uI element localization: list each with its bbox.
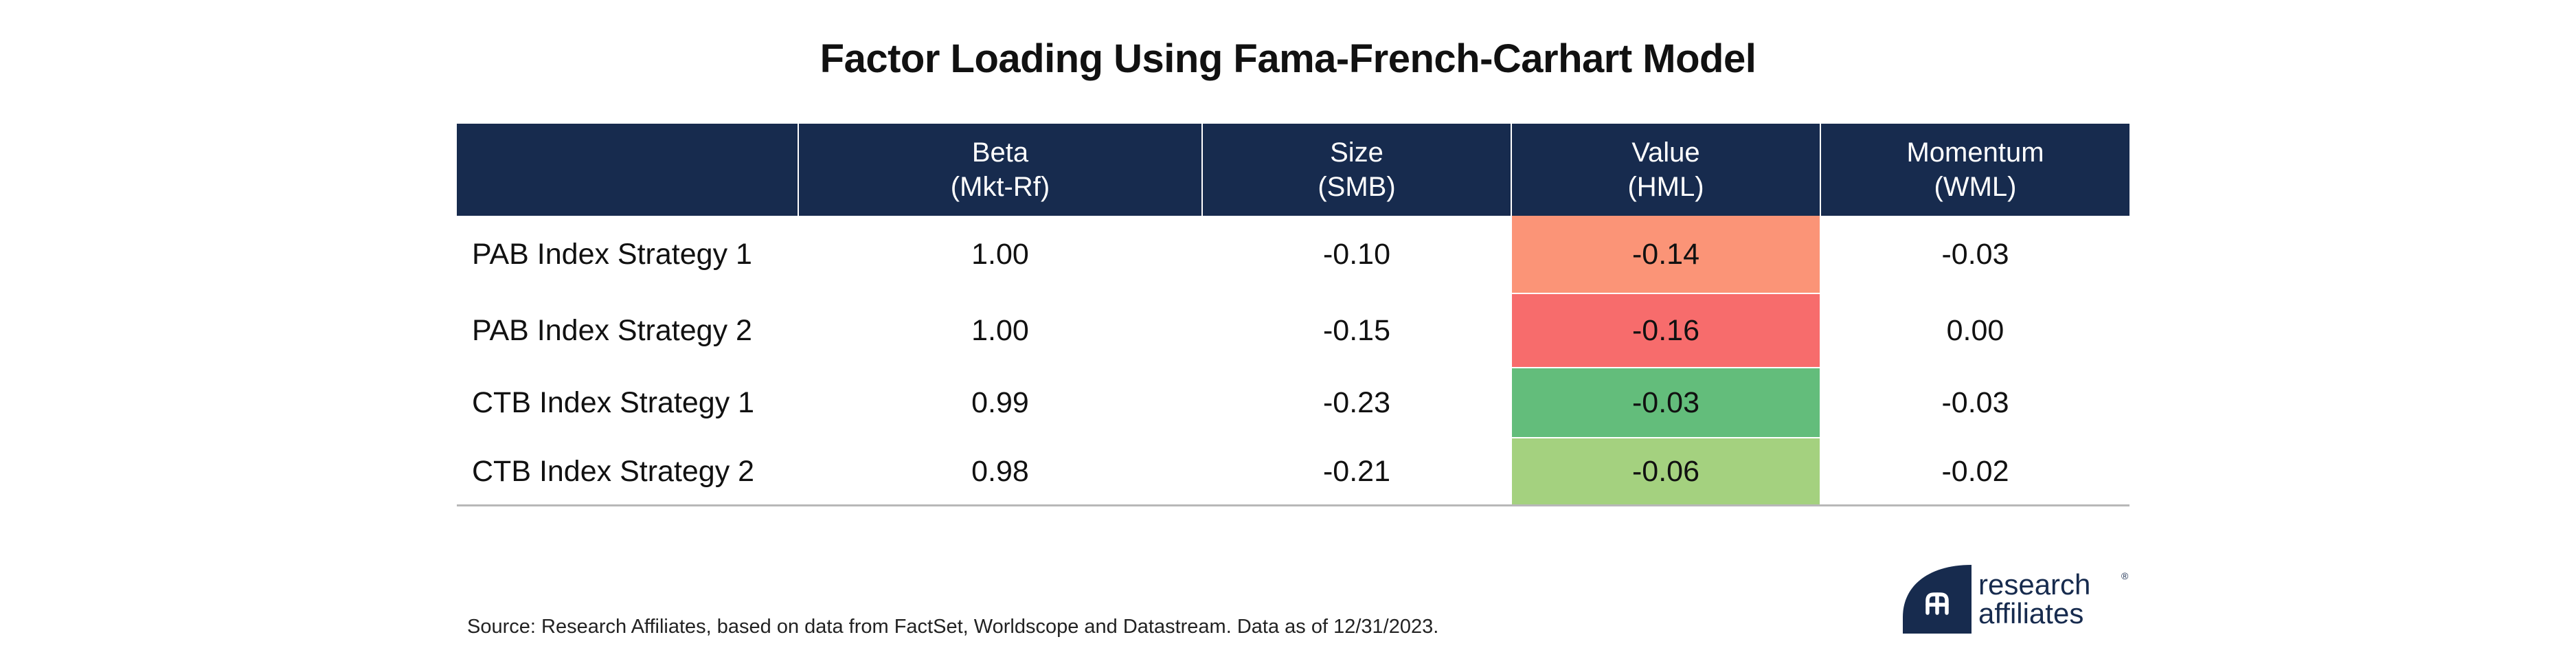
header-size: Size (SMB) — [1201, 124, 1511, 216]
header-momentum-line1: Momentum — [1906, 137, 2044, 168]
logo-registered-mark: ® — [2121, 570, 2129, 581]
header-momentum: Momentum (WML) — [1820, 124, 2129, 216]
cell-size: -0.10 — [1201, 216, 1511, 294]
research-affiliates-logo-icon — [1903, 565, 1971, 634]
cell-momentum: -0.03 — [1820, 368, 2129, 438]
cell-value: -0.03 — [1511, 368, 1820, 438]
cell-beta: 0.99 — [798, 368, 1202, 438]
cell-size: -0.21 — [1201, 438, 1511, 506]
header-momentum-line2: (WML) — [1934, 172, 2017, 202]
cell-size: -0.23 — [1201, 368, 1511, 438]
row-label: PAB Index Strategy 1 — [457, 216, 798, 294]
cell-beta: 1.00 — [798, 216, 1202, 294]
cell-value: -0.14 — [1511, 216, 1820, 294]
table-row: PAB Index Strategy 2 1.00 -0.15 -0.16 0.… — [457, 293, 2129, 368]
cell-momentum: -0.03 — [1820, 216, 2129, 294]
cell-beta: 0.98 — [798, 438, 1202, 506]
header-value-line1: Value — [1631, 137, 1700, 168]
header-value: Value (HML) — [1511, 124, 1820, 216]
row-label: CTB Index Strategy 2 — [457, 438, 798, 506]
table-row: CTB Index Strategy 2 0.98 -0.21 -0.06 -0… — [457, 438, 2129, 506]
source-note: Source: Research Affiliates, based on da… — [467, 616, 1439, 638]
logo-wordmark: research affiliates — [1978, 570, 2090, 628]
cell-momentum: 0.00 — [1820, 293, 2129, 368]
logo-line1: research — [1978, 568, 2091, 601]
row-label: CTB Index Strategy 1 — [457, 368, 798, 438]
cell-value: -0.06 — [1511, 438, 1820, 506]
table-row: CTB Index Strategy 1 0.99 -0.23 -0.03 -0… — [457, 368, 2129, 438]
header-size-line1: Size — [1330, 137, 1383, 168]
logo-line2: affiliates — [1978, 597, 2084, 629]
table-row: PAB Index Strategy 1 1.00 -0.10 -0.14 -0… — [457, 216, 2129, 294]
cell-size: -0.15 — [1201, 293, 1511, 368]
header-beta-line1: Beta — [971, 137, 1029, 168]
research-affiliates-logo: research affiliates ® — [1903, 565, 2129, 634]
row-label: PAB Index Strategy 2 — [457, 293, 798, 368]
header-corner-cell — [457, 124, 798, 216]
chart-title: Factor Loading Using Fama-French-Carhart… — [820, 36, 1756, 81]
header-beta: Beta (Mkt-Rf) — [798, 124, 1202, 216]
header-size-line2: (SMB) — [1318, 172, 1396, 202]
factor-loading-table: Beta (Mkt-Rf) Size (SMB) Value (HML) Mom… — [457, 124, 2129, 506]
cell-value: -0.16 — [1511, 293, 1820, 368]
table-header-row: Beta (Mkt-Rf) Size (SMB) Value (HML) Mom… — [457, 124, 2129, 216]
cell-momentum: -0.02 — [1820, 438, 2129, 506]
header-value-line2: (HML) — [1627, 172, 1704, 202]
header-beta-line2: (Mkt-Rf) — [950, 172, 1050, 202]
cell-beta: 1.00 — [798, 293, 1202, 368]
